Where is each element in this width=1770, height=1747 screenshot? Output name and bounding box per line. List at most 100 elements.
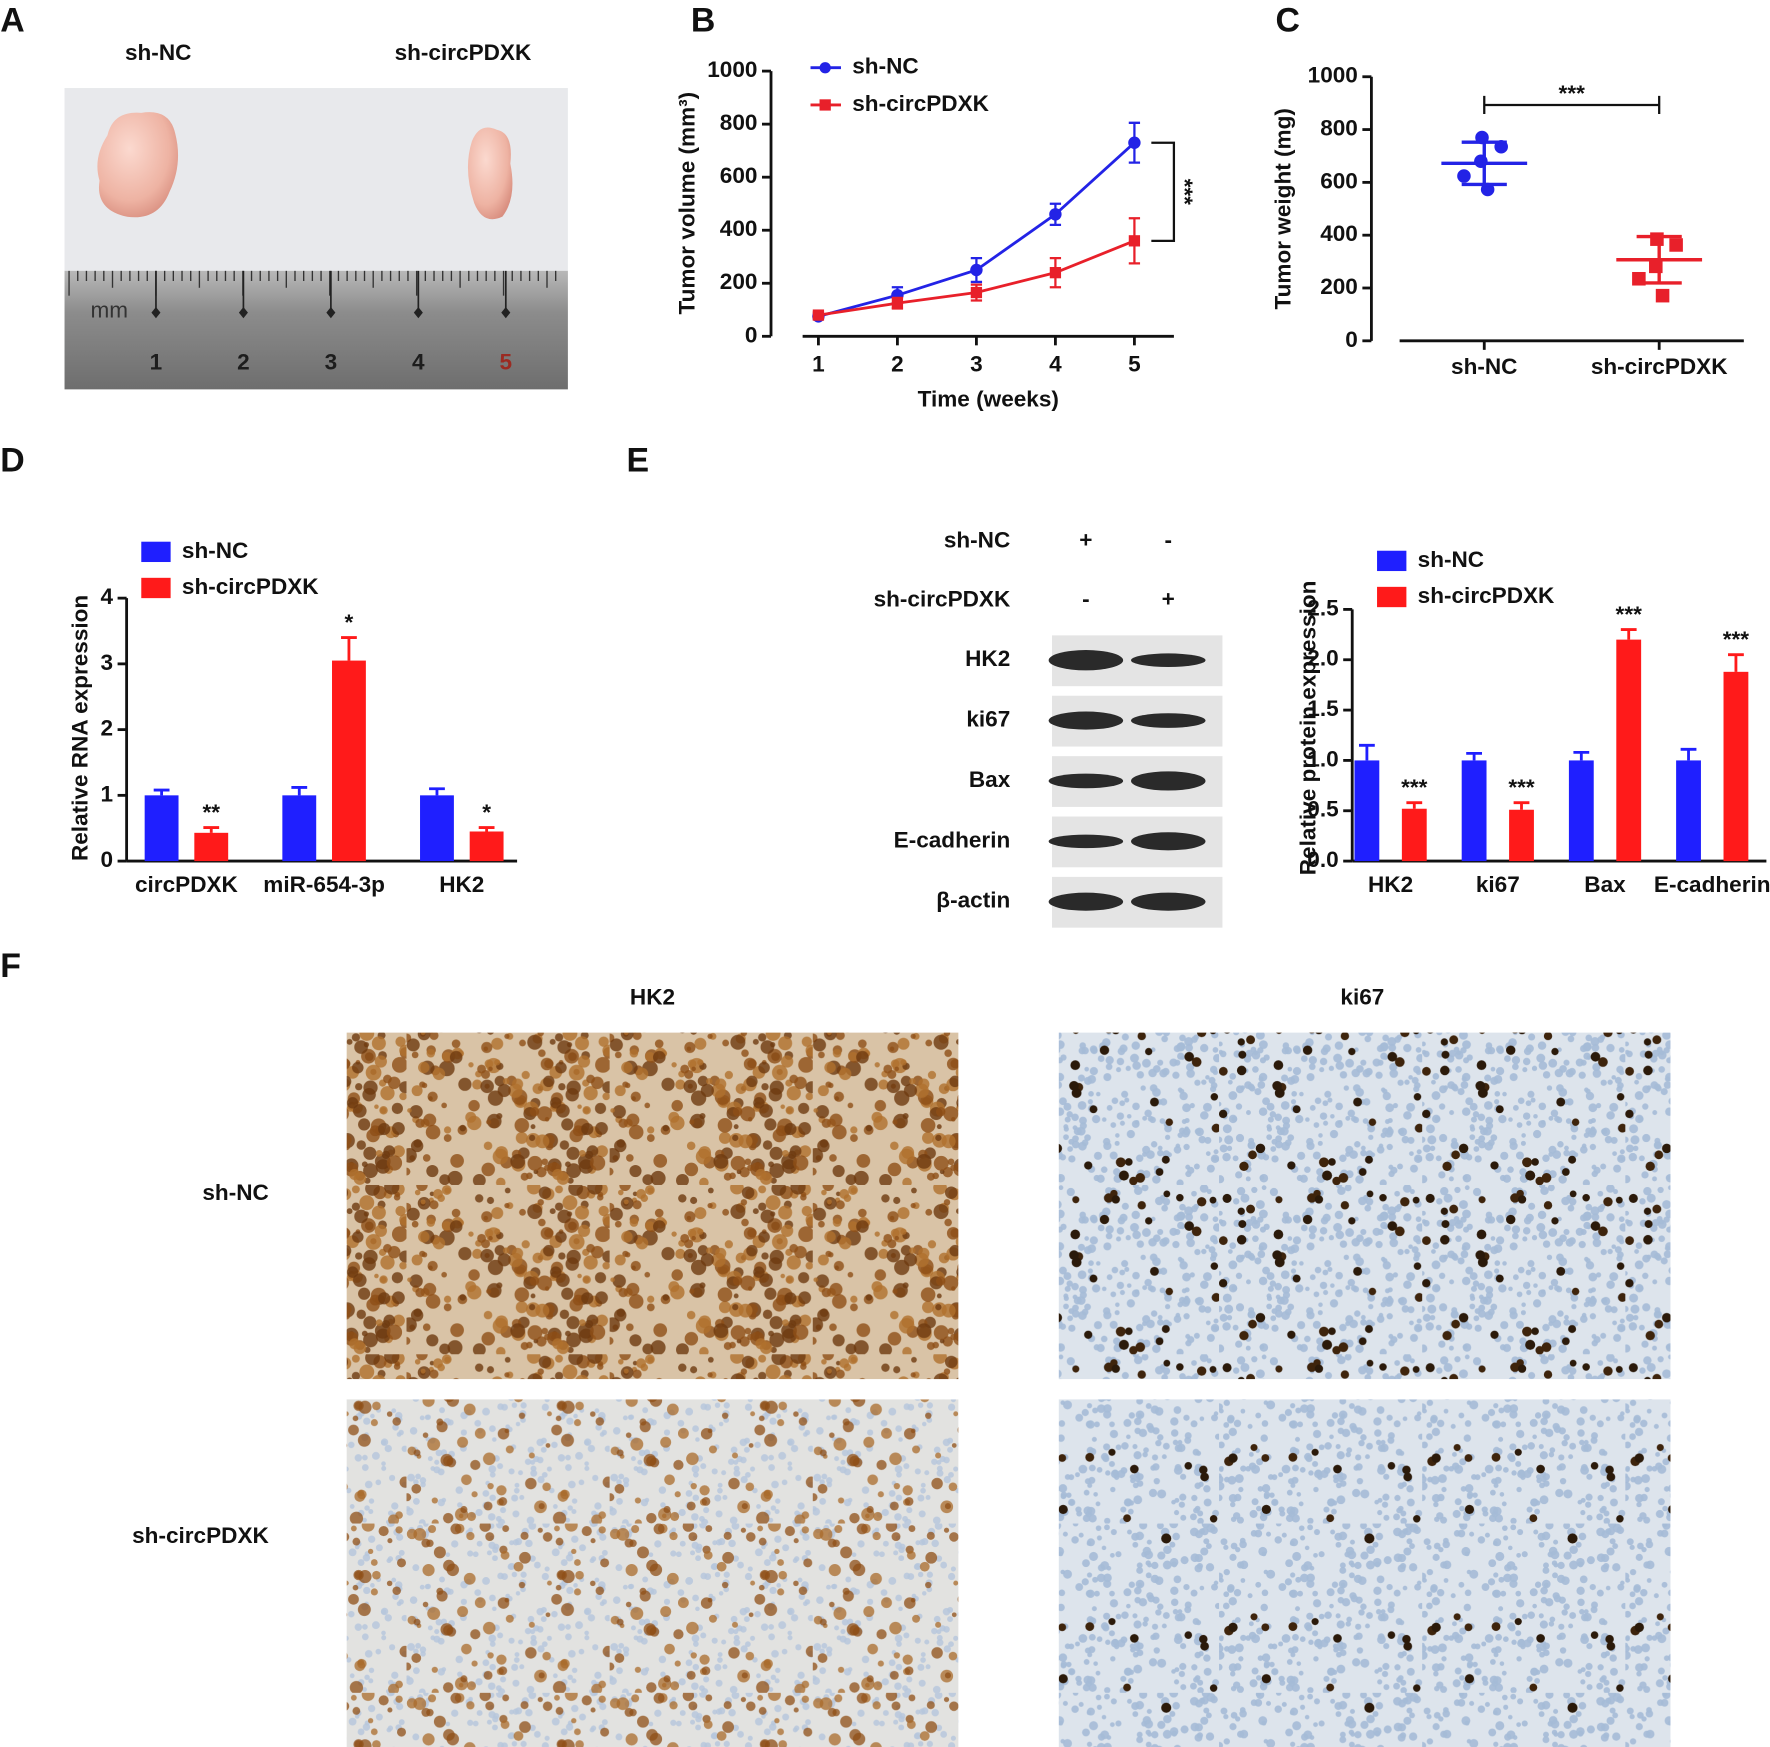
bar [1568, 760, 1594, 862]
y-tick-label: 800 [720, 110, 758, 135]
marker [1457, 169, 1471, 183]
y-axis-title: Tumor volume (mm³) [675, 92, 700, 315]
panel-label: E [627, 442, 650, 480]
ihc-images: HK2 ki67 sh-NC sh-circPDXK [132, 985, 1671, 1747]
ruler [64, 270, 568, 390]
error-bar [478, 826, 495, 832]
bar [469, 831, 504, 862]
y-tick-label: 800 [1320, 116, 1358, 141]
blot-band [1131, 892, 1206, 911]
y-tick-label: 1000 [1308, 63, 1358, 88]
x-tick-label: 2 [891, 352, 904, 377]
legend-label: sh-NC [852, 54, 918, 79]
bar [420, 795, 454, 862]
lane-sign: + [1162, 586, 1175, 611]
significance-label: *** [1401, 775, 1428, 800]
y-axis-title: Relative RNA expression [67, 595, 92, 861]
marker [1049, 208, 1062, 221]
bar [282, 795, 317, 862]
bar [144, 795, 179, 862]
protein-label: Bax [969, 767, 1011, 792]
bar [1616, 639, 1642, 862]
x-tick-label: sh-NC [1451, 354, 1517, 379]
blot-band [1131, 713, 1206, 728]
blot-band [1131, 653, 1206, 667]
blot-band [1048, 650, 1124, 671]
x-tick-label: 4 [1049, 352, 1062, 377]
sd-bar [1461, 140, 1507, 187]
y-tick-label: 0 [1345, 327, 1358, 352]
protein-label: ki67 [966, 707, 1010, 732]
error-bar [1466, 751, 1483, 761]
legend-marker [819, 62, 831, 74]
ruler-diamond [501, 306, 511, 319]
error-bar [341, 636, 357, 661]
y-tick-label: 600 [1320, 168, 1358, 193]
y-tick-label: 200 [720, 269, 758, 294]
y-tick-label: 2.5 [1307, 595, 1338, 620]
significance-label: *** [1559, 81, 1586, 106]
significance-label: *** [1616, 602, 1643, 627]
protein-label: β-actin [936, 888, 1010, 913]
photo-label: sh-NC [125, 40, 191, 65]
panel-label: D [0, 442, 24, 480]
error-bar [1620, 628, 1637, 640]
ihc-image [1058, 1032, 1671, 1380]
legend-label: sh-circPDXK [852, 91, 989, 116]
lane-sign: - [1165, 528, 1173, 553]
error-bar [429, 787, 445, 796]
y-tick-label: 0 [101, 847, 114, 872]
ihc-image [1058, 1399, 1671, 1747]
error-bar [1513, 801, 1530, 810]
y-tick-label: 0.5 [1307, 797, 1338, 822]
x-tick-label: HK2 [439, 872, 484, 897]
y-tick-label: 400 [720, 216, 758, 241]
western-blot: sh-NC + - sh-circPDXK - + HK2 ki67 Bax E-cadherin… [874, 528, 1223, 928]
marker [812, 309, 825, 321]
error-bar [153, 788, 170, 796]
ruler-number: 5 [500, 349, 513, 374]
legend-swatch [1377, 586, 1407, 608]
error-bar [1728, 653, 1744, 672]
row-label: sh-circPDXK [132, 1523, 269, 1548]
blot-band [1048, 892, 1124, 911]
legend-swatch [141, 577, 171, 599]
y-axis-title: Relative protein expression [1295, 581, 1320, 876]
condition-label: sh-circPDXK [874, 586, 1011, 611]
lane-sign: + [1079, 528, 1092, 553]
ruler-unit: mm [90, 297, 128, 322]
x-tick-label: HK2 [1368, 872, 1413, 897]
condition-label: sh-NC [944, 528, 1010, 553]
y-tick-label: 400 [1320, 221, 1358, 246]
y-tick-label: 0 [745, 322, 758, 347]
legend-swatch [1377, 550, 1407, 572]
ihc-image [346, 1032, 959, 1380]
blot-band [1131, 832, 1206, 851]
y-tick-label: 1 [101, 781, 114, 806]
blot-band [1048, 834, 1124, 849]
error-bar [1406, 801, 1423, 809]
marker [1128, 235, 1141, 247]
blot-band [1131, 771, 1206, 791]
legend-label: sh-circPDXK [182, 574, 319, 599]
y-tick-label: 4 [101, 584, 114, 609]
error-bar [1573, 750, 1590, 761]
ruler-diamond [238, 306, 248, 319]
panel-label: F [0, 947, 21, 985]
x-tick-label: 3 [970, 352, 983, 377]
panel-label: A [0, 2, 24, 40]
y-tick-label: 1.5 [1307, 696, 1338, 721]
error-bar [1358, 743, 1375, 761]
bar [194, 832, 229, 862]
x-tick-label: 5 [1128, 352, 1141, 377]
sd-bar [1636, 234, 1682, 285]
y-tick-label: 3 [101, 650, 114, 675]
ruler-number: 2 [237, 349, 250, 374]
marker [970, 263, 983, 277]
y-tick-label: 2.0 [1307, 646, 1338, 671]
tumor [467, 127, 513, 220]
error-bar [291, 786, 308, 796]
bar [332, 660, 366, 862]
marker [1128, 136, 1141, 149]
